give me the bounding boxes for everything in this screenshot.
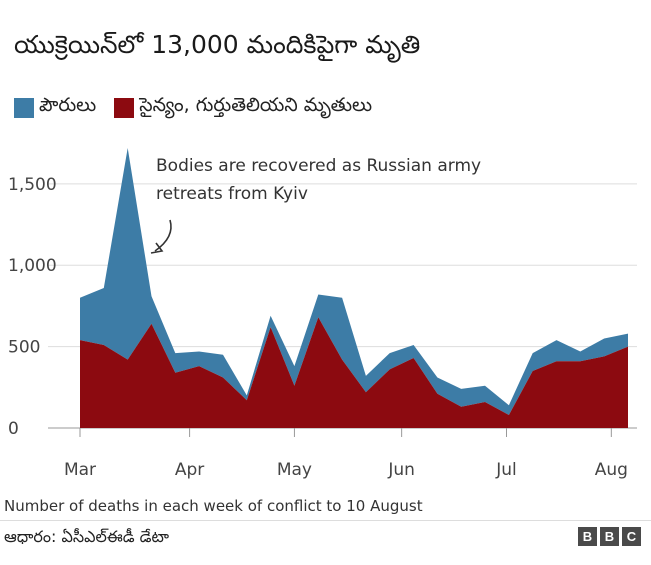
x-tick-label: Apr (175, 460, 204, 480)
legend-label-military: సైన్యం, గుర్తుతెలియని మృతులు (139, 94, 373, 116)
y-tick-label: 1,500 (8, 175, 57, 195)
legend-item-military: సైన్యం, గుర్తుతెలియని మృతులు (114, 94, 372, 121)
x-tick-label: Aug (595, 460, 628, 480)
x-tick-label: Jul (495, 460, 517, 480)
y-tick-label: 500 (8, 338, 40, 358)
series-area-military (80, 317, 628, 428)
annotation-text: retreats from Kyiv (156, 184, 308, 204)
x-tick-label: Jun (387, 460, 415, 480)
legend: పౌరులు సైన్యం, గుర్తుతెలియని మృతులు (14, 94, 390, 121)
y-tick-label: 0 (8, 419, 19, 439)
x-tick-label: Mar (64, 460, 96, 480)
bbc-logo: B B C (578, 527, 641, 546)
area-chart: 0 500 1,000 1,500 Mar Apr May Jun Jul Aug Bodies a… (8, 148, 637, 480)
annotation-text: Bodies are recovered as Russian army (156, 156, 481, 176)
logo-letter: C (622, 527, 641, 546)
annotation-arrowhead (150, 242, 164, 254)
y-tick-label: 1,000 (8, 256, 57, 276)
legend-label-civilians: పౌరులు (39, 94, 97, 116)
series-area-civilians (80, 148, 628, 415)
legend-swatch-civilians (14, 97, 34, 118)
divider (0, 520, 651, 521)
chart-title: యుక్రెయిన్‌లో 13,000 మందికిపైగా మృతి (14, 30, 421, 59)
legend-item-civilians: పౌరులు (14, 94, 96, 121)
chart-note: Number of deaths in each week of conflic… (4, 497, 423, 515)
x-tick-label: May (277, 460, 312, 480)
logo-letter: B (600, 527, 619, 546)
source-text: ఆధారం: ఏసీఎల్ఈడీ డేటా (4, 527, 169, 546)
annotation-arrow (154, 219, 172, 252)
logo-letter: B (578, 527, 597, 546)
legend-swatch-military (114, 97, 135, 118)
